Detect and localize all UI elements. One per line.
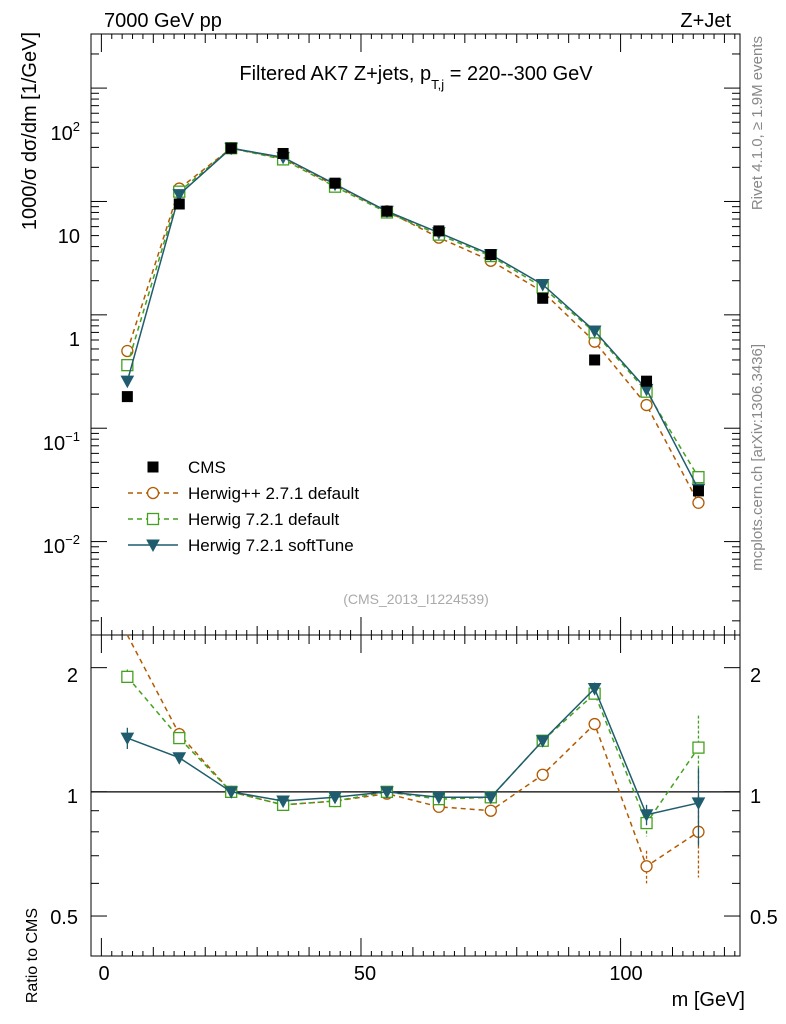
ratio-0-point — [588, 717, 601, 731]
ratio-tick-label-left-0.5: 0.5 — [50, 907, 78, 929]
y-tick-label-1: 1 — [69, 329, 80, 351]
ratio-2-point — [483, 791, 498, 805]
series-2-point — [120, 375, 135, 389]
legend-marker — [147, 461, 159, 473]
ratio-line-0 — [126, 634, 699, 868]
ratio-tick-label-right-1: 1 — [750, 786, 761, 808]
ratio-tick-label-right-2: 2 — [750, 665, 761, 687]
series-line-1 — [126, 147, 700, 478]
ratio-plot-frame — [90, 634, 741, 957]
ratio-2-point — [172, 752, 187, 765]
cms-data-point — [277, 147, 289, 159]
axis-ticks — [91, 33, 740, 957]
plot-title: Filtered AK7 Z+jets, pT,j = 220--300 GeV — [239, 63, 593, 92]
analysis-label: (CMS_2013_I1224539) — [343, 591, 489, 607]
plot-title-rest: = 220--300 GeV — [444, 63, 593, 85]
ratio-2-point — [120, 732, 135, 746]
legend-marker — [146, 486, 160, 500]
legend-entry: Herwig++ 2.7.1 default — [128, 484, 359, 503]
ratio-2-point — [432, 791, 446, 805]
main-series — [120, 142, 706, 509]
plot-title-main: Filtered AK7 Z+jets, p — [239, 63, 431, 85]
cms-data-point — [225, 142, 237, 154]
header-left: 7000 GeV pp — [104, 10, 222, 32]
ratio-y-axis-label: Ratio to CMS — [24, 908, 41, 1003]
legend-entry: Herwig 7.2.1 default — [128, 510, 339, 529]
y-tick-label-1e-2: 10−2 — [43, 532, 80, 558]
cms-data-point — [641, 375, 653, 387]
x-tick-label-50: 50 — [354, 963, 376, 985]
x-tick-label-0: 0 — [98, 963, 109, 985]
legend-label: Herwig 7.2.1 default — [188, 510, 339, 529]
ratio-0-point — [536, 768, 549, 781]
ratio-2-point — [587, 683, 602, 696]
y-tick-label-1e2: 102 — [51, 119, 80, 145]
y-tick-label-10: 10 — [58, 226, 80, 248]
series-2-point — [587, 325, 602, 339]
mcplots-label: mcplots.cern.ch [arXiv:1306.3436] — [749, 344, 766, 571]
cms-data-point — [121, 391, 133, 403]
cms-data-point — [433, 225, 445, 237]
ratio-2-point — [691, 797, 706, 810]
series-2-point — [172, 189, 187, 202]
ratio-line-2 — [127, 687, 699, 816]
ratio-line-1 — [126, 676, 700, 825]
legend-entry: CMS — [147, 458, 226, 477]
ratio-1-point — [173, 731, 186, 745]
legend-label: Herwig++ 2.7.1 default — [188, 484, 359, 503]
legend-label: CMS — [188, 458, 226, 477]
legend-entry: Herwig 7.2.1 softTune — [128, 536, 354, 555]
legend: CMS Herwig++ 2.7.1 default Herwig 7.2.1 de… — [128, 458, 359, 555]
ratio-1-point — [692, 741, 705, 754]
series-line-2 — [126, 147, 700, 490]
series-0-point — [640, 398, 653, 412]
ratio-1-point — [121, 670, 134, 684]
header-right: Z+Jet — [680, 10, 731, 32]
cms-data-point — [692, 485, 704, 497]
ratio-0-point — [640, 860, 653, 873]
legend-marker — [146, 539, 160, 553]
series-line-0 — [126, 147, 700, 504]
cms-data-point — [589, 354, 601, 366]
cms-data-point — [173, 198, 185, 210]
ratio-0-point — [484, 804, 497, 817]
ratio-tick-label-left-2: 2 — [67, 665, 78, 687]
ratio-2-point — [328, 791, 342, 805]
ratio-2-point — [224, 786, 239, 799]
ratio-tick-label-left-1: 1 — [67, 786, 78, 808]
legend-marker — [146, 512, 160, 526]
cms-data-point — [381, 205, 393, 217]
series-0-point — [692, 496, 705, 509]
ratio-2-point — [535, 735, 550, 748]
rivet-label: Rivet 4.1.0, ≥ 1.9M events — [749, 36, 766, 210]
series-2-point — [535, 279, 550, 292]
ratio-2-point — [639, 809, 654, 822]
cms-data-point — [485, 249, 497, 261]
cms-data-point — [537, 292, 549, 304]
ratio-series — [120, 634, 706, 884]
legend-label: Herwig 7.2.1 softTune — [188, 536, 354, 555]
plot-title-sub: T,j — [431, 77, 444, 92]
x-axis-label: m [GeV] — [672, 989, 745, 1011]
ratio-2-point — [380, 786, 394, 799]
y-axis-label: 1000/σ dσ/dm [1/GeV] — [19, 32, 41, 230]
ratio-2-point — [276, 795, 290, 809]
x-tick-label-100: 100 — [609, 963, 642, 985]
ratio-tick-label-right-0.5: 0.5 — [750, 907, 778, 929]
cms-data-point — [329, 177, 341, 189]
series-1-point — [121, 358, 134, 372]
y-tick-label-1e-1: 10−1 — [43, 429, 80, 455]
